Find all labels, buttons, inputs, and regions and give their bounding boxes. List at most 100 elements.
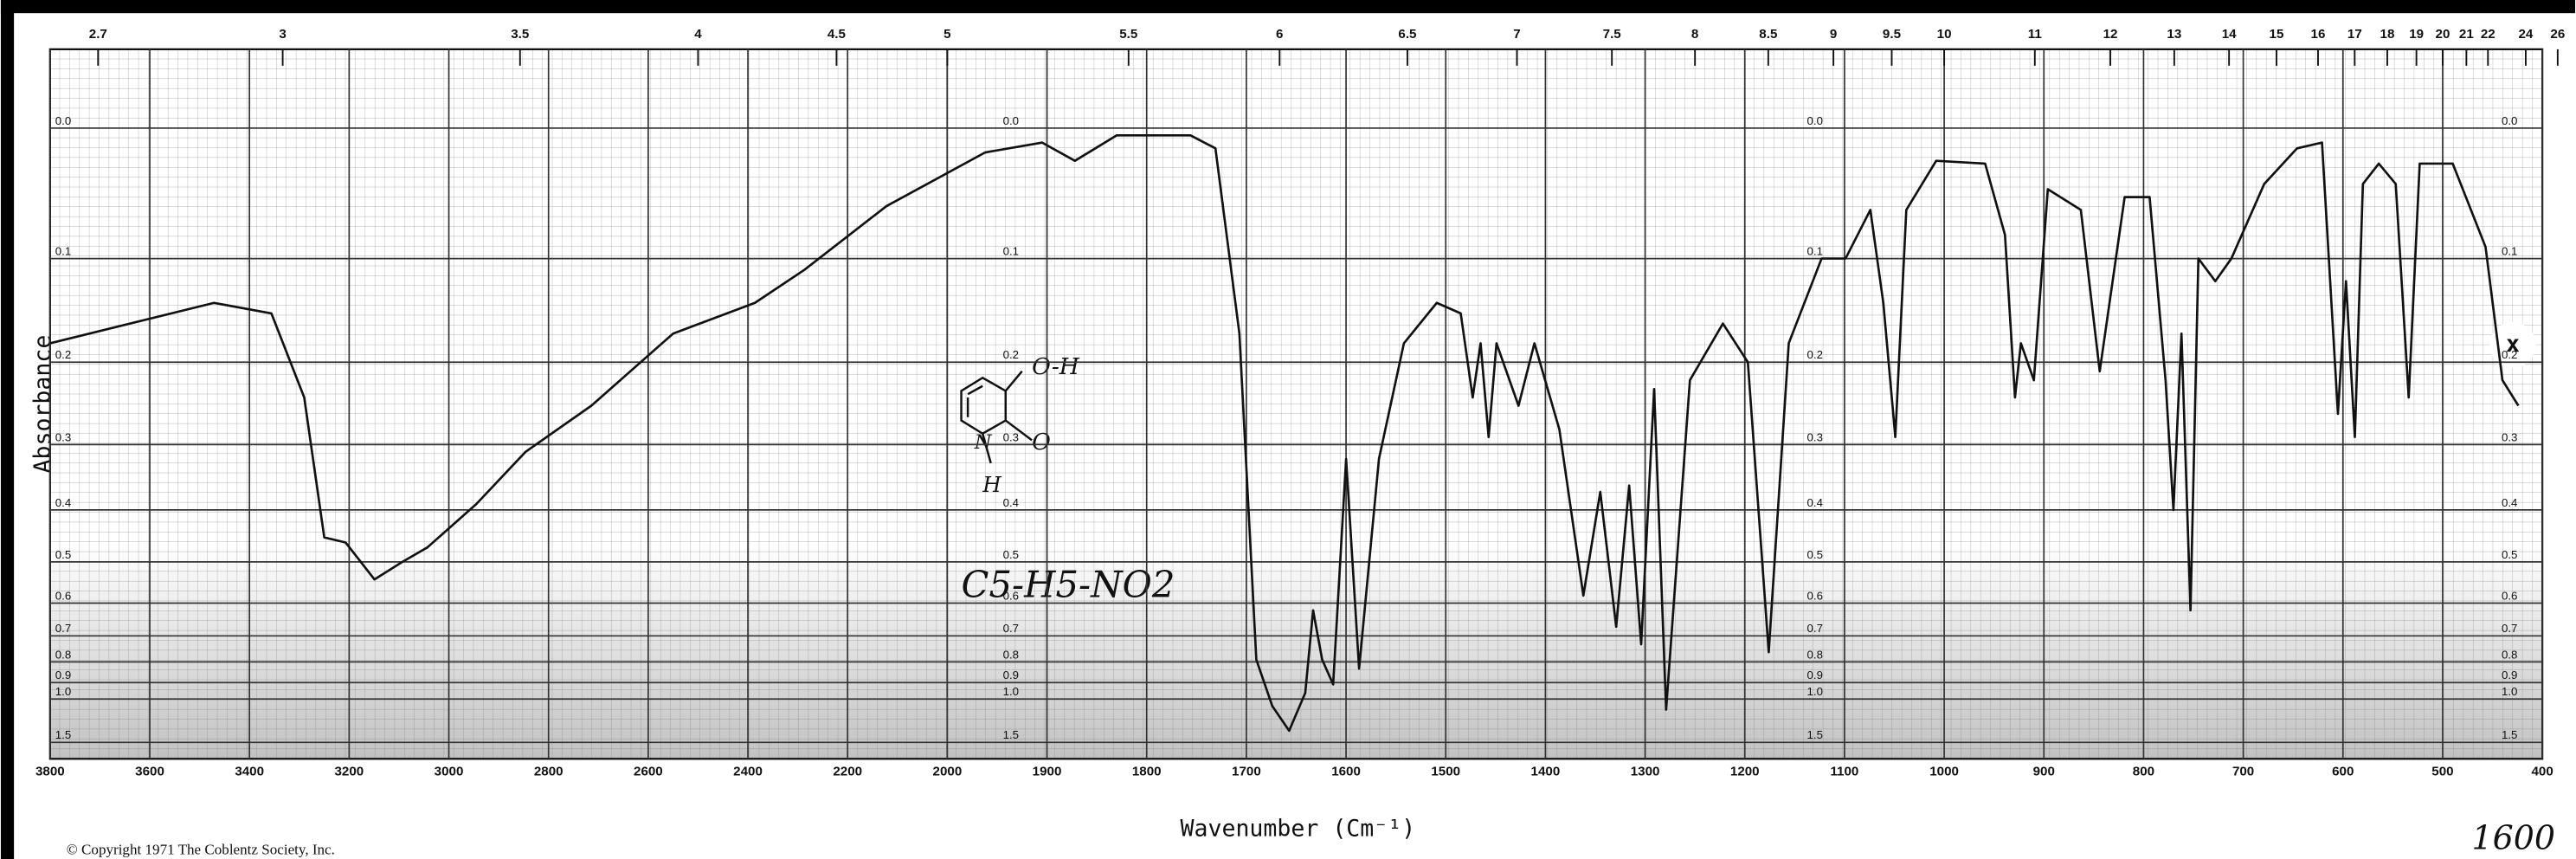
x-tick-label: 600 [2332, 764, 2354, 778]
scan-border-top [0, 0, 2576, 14]
y-tick-label: 0.6 [55, 589, 71, 602]
structure [960, 370, 1033, 464]
handwritten-note: 1600 [2472, 819, 2556, 857]
x-tick-label: 2200 [833, 764, 862, 778]
x-tick-label: 1000 [1929, 764, 1959, 778]
x-tick-label: 3000 [435, 764, 464, 778]
y-tick-label: 1.0 [1003, 685, 1019, 698]
y-tick-label: 0.0 [1003, 114, 1019, 127]
y-tick-label: 0.2 [2502, 348, 2517, 361]
x-tick-label: 3800 [35, 764, 65, 778]
x2-tick-label: 10 [1937, 27, 1952, 42]
copyright: © Copyright 1971 The Coblentz Society, I… [67, 841, 335, 857]
y-tick-label: 0.7 [55, 622, 71, 635]
x2-tick-label: 4.5 [828, 27, 846, 42]
x2-tick-label: 3 [279, 27, 286, 42]
plot-area [48, 48, 2544, 760]
x-tick-label: 3600 [135, 764, 164, 778]
x-tick-label: 700 [2232, 764, 2254, 778]
y-tick-label: 0.2 [1003, 348, 1019, 361]
y-tick-label: 1.5 [1807, 728, 1823, 741]
y-tick-label: 0.8 [2502, 648, 2517, 661]
y-tick-label: 0.9 [1003, 668, 1019, 681]
y-tick-label: 0.3 [1003, 430, 1019, 443]
x-tick-label: 900 [2033, 764, 2055, 778]
y-tick-label: 0.6 [1807, 589, 1823, 602]
y-tick-label: 0.8 [1003, 648, 1019, 661]
y-tick-label: 0.0 [55, 114, 71, 127]
shaded-band [49, 541, 2543, 759]
x2-tick-label: 24 [2518, 27, 2533, 42]
y-tick-label: 0.6 [2502, 589, 2517, 602]
x2-tick-label: 8.5 [1759, 27, 1777, 42]
x2-tick-label: 11 [2028, 27, 2042, 42]
structure-label: N [974, 431, 993, 454]
x-tick-label: 400 [2531, 764, 2553, 778]
x2-tick-label: 14 [2222, 27, 2237, 42]
x2-tick-label: 21 [2459, 27, 2474, 42]
x2-tick-label: 17 [2347, 27, 2362, 42]
x2-tick-label: 22 [2481, 27, 2496, 42]
y-tick-label: 0.0 [1807, 114, 1823, 127]
y-tick-label: 0.5 [55, 548, 71, 561]
y-tick-label: 0.9 [55, 668, 71, 681]
y-tick-label: 1.0 [55, 685, 71, 698]
y-tick-label: 0.9 [1807, 668, 1823, 681]
y-tick-label: 0.1 [55, 245, 71, 258]
formula: C5-H5-NO2 [962, 564, 1175, 606]
y-tick-label: 0.7 [2502, 622, 2517, 635]
y-tick-label: 0.3 [1807, 430, 1823, 443]
y-tick-label: 0.4 [2502, 496, 2517, 509]
y-tick-label: 0.4 [1807, 496, 1823, 509]
x2-tick-label: 13 [2167, 27, 2181, 42]
y-tick-label: 0.5 [2502, 548, 2517, 561]
y-tick-label: 0.1 [1807, 245, 1823, 258]
x2-tick-label: 9.5 [1883, 27, 1901, 42]
x-tick-label: 3200 [335, 764, 364, 778]
marker-circle [2489, 321, 2536, 368]
x2-tick-label: 18 [2380, 27, 2395, 42]
x2-tick-label: 6.5 [1398, 27, 1416, 42]
x2-tick-label: 3.5 [511, 27, 529, 42]
x-tick-label: 1400 [1531, 764, 1561, 778]
y-tick-label: 1.5 [55, 728, 71, 741]
x-tick-label: 1500 [1431, 764, 1460, 778]
y-tick-label: 0.5 [1807, 548, 1823, 561]
y-tick-label: 0.6 [1003, 589, 1019, 602]
y-tick-label: 1.5 [1003, 728, 1019, 741]
x2-tick-label: 26 [2550, 27, 2565, 42]
y-tick-label: 0.2 [55, 348, 71, 361]
structure-label: O-H [1032, 353, 1080, 380]
y-tick-label: 0.8 [55, 648, 71, 661]
x2-tick-label: 4 [694, 27, 702, 42]
y-tick-label: 0.9 [2502, 668, 2517, 681]
x2-tick-label: 8 [1691, 27, 1698, 42]
x-tick-label: 2600 [634, 764, 663, 778]
x-tick-label: 1700 [1232, 764, 1261, 778]
structure-label: O [1032, 429, 1051, 455]
x-axis-label: Wavenumber (Cm⁻¹) [1181, 815, 1416, 842]
x-tick-label: 2800 [534, 764, 564, 778]
x-tick-label: 1800 [1132, 764, 1162, 778]
y-tick-label: 0.1 [1003, 245, 1019, 258]
y-tick-label: 1.0 [1807, 685, 1823, 698]
x-tick-label: 1100 [1830, 764, 1858, 778]
x-tick-label: 800 [2133, 764, 2154, 778]
x2-tick-label: 7.5 [1603, 27, 1621, 42]
x2-tick-label: 2.7 [89, 27, 107, 42]
x2-tick-label: 12 [2103, 27, 2118, 42]
x-tick-label: 1300 [1631, 764, 1660, 778]
x2-tick-label: 19 [2409, 27, 2424, 42]
x2-tick-label: 5.5 [1119, 27, 1137, 42]
x2-tick-label: 9 [1830, 27, 1837, 42]
x-tick-label: 1200 [1730, 764, 1760, 778]
scan-border-left [0, 0, 15, 859]
y-tick-label: 0.8 [1807, 648, 1823, 661]
x2-tick-label: 16 [2311, 27, 2326, 42]
y-tick-label: 0.4 [55, 496, 71, 509]
y-tick-label: 1.5 [2502, 728, 2517, 741]
x-tick-label: 2400 [733, 764, 763, 778]
y-tick-label: 0.0 [2502, 114, 2517, 127]
